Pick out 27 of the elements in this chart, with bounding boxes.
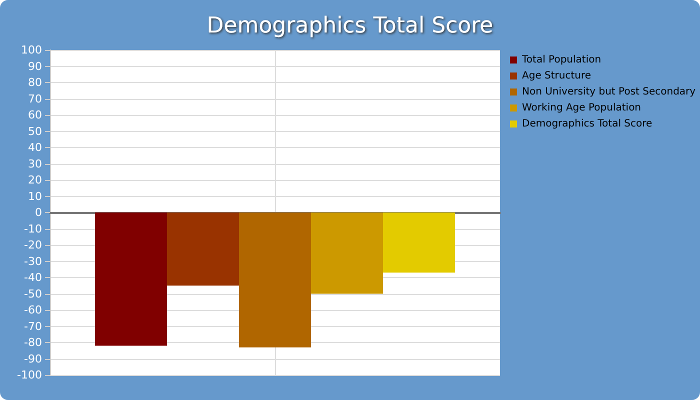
chart-title: Demographics Total Score — [206, 14, 494, 38]
y-tick-label: 60 — [28, 108, 42, 122]
y-tick-label: -70 — [24, 320, 42, 333]
y-tick-label: 90 — [28, 60, 42, 73]
y-tick-label: -40 — [24, 271, 42, 284]
y-tick-label: 20 — [28, 174, 42, 186]
legend-label: Demographics Total Score — [522, 118, 652, 130]
y-tick-label: 80 — [28, 76, 42, 89]
y-tick-label: 10 — [28, 190, 42, 203]
y-tick-label: -30 — [24, 254, 42, 268]
y-tick-label: 0 — [35, 206, 42, 219]
y-tick-label: 70 — [28, 92, 42, 106]
y-tick-label: -50 — [24, 287, 42, 300]
legend-label: Working Age Population — [522, 102, 642, 114]
legend-label: Non University but Post Secondary — [522, 86, 696, 98]
y-tick-label: 40 — [28, 141, 42, 154]
y-tick-label: 30 — [28, 157, 42, 170]
y-tick-label: -90 — [24, 352, 42, 366]
legend-label: Total Population — [521, 54, 602, 66]
y-tick-label: 50 — [28, 124, 42, 138]
y-tick-label: -20 — [24, 238, 42, 252]
y-tick-label: -10 — [24, 222, 42, 236]
legend-label: Age Structure — [522, 70, 592, 82]
y-tick-label: 100 — [21, 44, 42, 56]
y-tick-label: -100 — [17, 368, 42, 382]
y-tick-label: -80 — [24, 336, 42, 349]
y-tick-label: -60 — [24, 304, 42, 316]
